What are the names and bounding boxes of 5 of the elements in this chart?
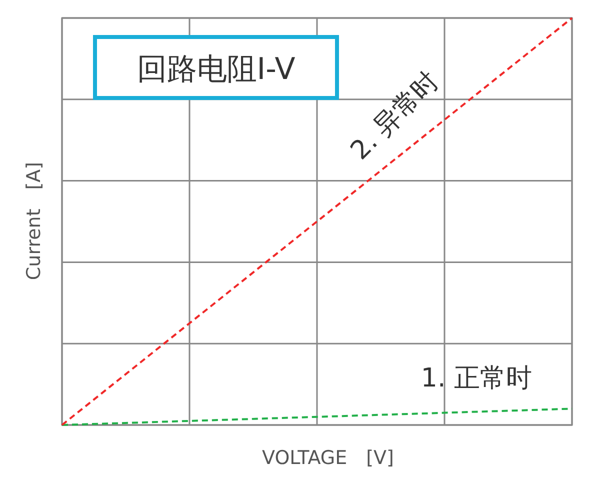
text: 回路电阻I-V: [136, 52, 296, 87]
x-axis-title: VOLTAGE [V]: [262, 447, 394, 469]
series-label: 1. 正常时: [420, 364, 532, 394]
text: 2. 异常时: [345, 66, 445, 166]
y-axis-title: Current [A]: [23, 162, 45, 280]
